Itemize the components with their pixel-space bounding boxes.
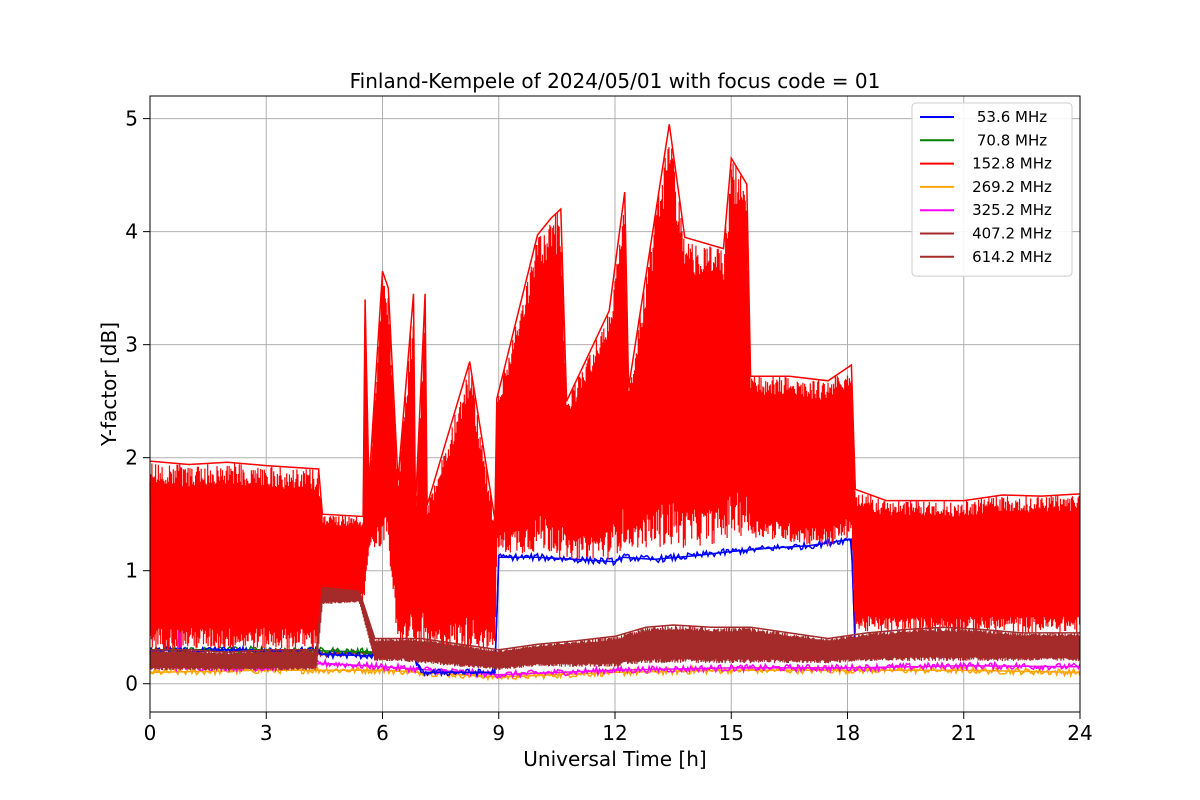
legend-label: 614.2 MHz xyxy=(972,248,1052,266)
y-tick-label: 3 xyxy=(125,333,138,357)
legend: 53.6 MHz 70.8 MHz 152.8 MHz 269.2 MHz 325.2 … xyxy=(911,102,1073,277)
series-152-8-mhz xyxy=(149,124,1081,650)
legend-item: 152.8 MHz xyxy=(920,155,1052,173)
x-axis-title: Universal Time [h] xyxy=(523,747,706,771)
legend-item: 407.2 MHz xyxy=(920,225,1052,243)
x-tick-label: 12 xyxy=(602,721,627,745)
legend-label: 269.2 MHz xyxy=(972,178,1052,196)
y-axis-title: Y-factor [dB] xyxy=(97,322,121,447)
series-points xyxy=(149,538,1080,674)
legend-label: 152.8 MHz xyxy=(972,155,1052,173)
legend-item: 325.2 MHz xyxy=(920,201,1052,219)
y-tick-label: 1 xyxy=(125,559,138,583)
legend-label: 70.8 MHz xyxy=(977,131,1047,149)
x-tick-label: 21 xyxy=(951,721,976,745)
y-tick-label: 2 xyxy=(125,446,138,470)
series-614-2-mhz xyxy=(149,586,1081,671)
chart-title: Finland-Kempele of 2024/05/01 with focus… xyxy=(350,69,881,93)
x-tick-label: 3 xyxy=(260,721,273,745)
x-tick-label: 15 xyxy=(719,721,744,745)
series-envelope xyxy=(150,586,1080,653)
y-tick-label: 5 xyxy=(125,107,138,131)
series-band xyxy=(149,147,1081,650)
y-tick-label: 4 xyxy=(125,220,138,244)
legend-item: 70.8 MHz xyxy=(920,131,1047,149)
legend-item: 269.2 MHz xyxy=(920,178,1052,196)
legend-label: 325.2 MHz xyxy=(972,201,1052,219)
x-tick-label: 0 xyxy=(144,721,157,745)
series-layer xyxy=(149,124,1081,682)
series-envelope xyxy=(149,124,1081,521)
y-tick-label: 0 xyxy=(125,672,138,696)
x-tick-label: 9 xyxy=(492,721,505,745)
legend-label: 53.6 MHz xyxy=(977,108,1047,126)
x-tick-label: 18 xyxy=(835,721,860,745)
legend-item: 53.6 MHz xyxy=(920,108,1047,126)
legend-item: 614.2 MHz xyxy=(920,248,1052,266)
x-tick-label: 24 xyxy=(1067,721,1092,745)
legend-label: 407.2 MHz xyxy=(972,225,1052,243)
series-band xyxy=(149,588,1081,671)
x-tick-label: 6 xyxy=(376,721,389,745)
